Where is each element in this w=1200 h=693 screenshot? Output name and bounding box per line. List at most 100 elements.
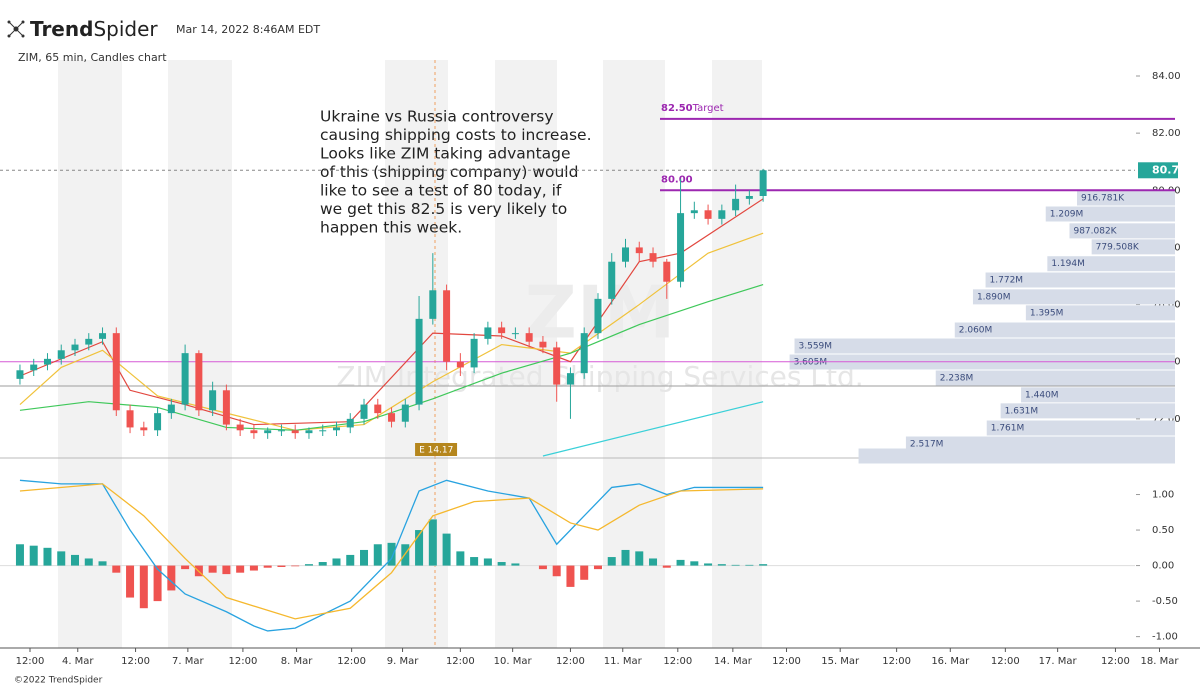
candle-body: [140, 427, 148, 431]
last-price-box: [1138, 162, 1178, 179]
volume-profile-bar: [986, 420, 1175, 436]
candle-body: [608, 261, 616, 299]
histogram-bar: [291, 565, 300, 567]
logo: TrendSpider: [30, 17, 158, 41]
last-price-label: 80.7: [1152, 163, 1179, 176]
candle-body: [718, 210, 726, 219]
volume-profile-label: 1.772M: [990, 276, 1024, 286]
x-tick-label: 14. Mar: [714, 656, 753, 667]
candle-body: [71, 344, 79, 351]
histogram-bar: [167, 565, 176, 591]
histogram-bar: [538, 565, 547, 570]
histogram-bar: [745, 564, 754, 566]
volume-profile-label: 2.517M: [910, 440, 944, 450]
candle-body: [635, 247, 643, 254]
histogram-bar: [29, 545, 38, 566]
annotation-line: causing shipping costs to increase.: [320, 126, 592, 144]
candle-body: [745, 196, 753, 199]
volume-profile-bar: [1000, 403, 1175, 419]
annotation-line: we get this 82.5 is very likely to: [320, 200, 567, 218]
volume-profile-label: 1.194M: [1051, 259, 1085, 269]
volume-profile-bar: [1091, 239, 1175, 255]
candle-body: [85, 338, 93, 345]
candle-body: [388, 413, 396, 422]
histogram-bar: [759, 564, 768, 566]
histogram-bar: [566, 565, 575, 587]
timestamp: Mar 14, 2022 8:46AM EDT: [176, 23, 320, 36]
level-value: 80.00: [661, 174, 693, 185]
candle-body: [360, 404, 368, 419]
candle-body: [649, 253, 657, 262]
x-tick-label: 11. Mar: [604, 656, 643, 667]
volume-profile-bar: [794, 338, 1175, 354]
volume-profile-bar: [972, 289, 1175, 305]
histogram-bar: [126, 565, 135, 598]
candle-body: [264, 430, 272, 434]
candle-body: [690, 210, 698, 214]
histogram-bar: [511, 563, 520, 566]
y-tick-label: 84.00: [1152, 71, 1181, 82]
histogram-bar: [360, 549, 369, 566]
candle-body: [277, 430, 285, 432]
y-tick-label: 76.00: [1152, 300, 1181, 311]
volume-profile-bar: [858, 448, 1175, 464]
histogram-bar: [580, 565, 589, 580]
histogram-bar: [442, 533, 451, 566]
volume-profile-label: 1.890M: [977, 292, 1011, 302]
histogram-bar: [456, 551, 465, 566]
candle-body: [594, 298, 602, 334]
candle-body: [112, 333, 120, 411]
footer: ©2022 TrendSpider: [14, 676, 103, 686]
candle-body: [443, 290, 451, 362]
x-tick-label: 8. Mar: [281, 656, 313, 667]
candle-body: [622, 247, 630, 262]
day-band: [712, 60, 762, 648]
day-bands: [58, 60, 762, 648]
candle-body: [401, 404, 409, 422]
candle-body: [580, 333, 588, 374]
volume-profile-bar: [1045, 206, 1175, 222]
y-tick-label: -0.50: [1152, 596, 1178, 607]
volume-profile-label: 987.082K: [1073, 226, 1117, 236]
watermark: ZIM Integrated Shipping Services Ltd.: [336, 360, 863, 393]
histogram-bar: [635, 551, 644, 566]
x-tick-label: 7. Mar: [172, 656, 204, 667]
candle-body: [415, 318, 423, 405]
histogram-bar: [690, 561, 699, 566]
candle-body: [498, 327, 506, 334]
x-tick-label: 15. Mar: [821, 656, 860, 667]
x-tick-label: 16. Mar: [931, 656, 970, 667]
day-band: [495, 60, 557, 648]
candle-body: [332, 427, 340, 431]
x-tick-label: 12:00: [1101, 656, 1130, 667]
candle-body: [759, 170, 767, 196]
candle-body: [429, 290, 437, 319]
histogram-bar: [153, 565, 162, 602]
volume-profile-bar: [954, 322, 1175, 338]
volume-profile-bar: [1069, 223, 1175, 239]
day-band: [58, 60, 122, 648]
candle-body: [374, 404, 382, 414]
x-tick-label: 12:00: [772, 656, 801, 667]
volume-profile-label: 1.761M: [991, 424, 1025, 434]
volume-profile-bar: [1076, 190, 1175, 206]
histogram-bar: [249, 565, 258, 571]
candle-body: [677, 213, 685, 282]
histogram-bar: [704, 563, 713, 566]
annotation-line: Looks like ZIM taking advantage: [320, 145, 571, 163]
level-value: 82.50: [661, 103, 693, 114]
candle-body: [30, 364, 38, 371]
y-tick-label: 1.00: [1152, 490, 1174, 501]
candle-body: [16, 370, 24, 379]
candle-body: [57, 350, 65, 359]
histogram-bar: [428, 519, 437, 566]
histogram-bar: [621, 549, 630, 566]
x-tick-label: 12:00: [882, 656, 911, 667]
histogram-bar: [57, 551, 66, 566]
x-tick-label: 12:00: [446, 656, 475, 667]
event-label: E 14.17: [419, 446, 453, 456]
histogram-bar: [483, 558, 492, 566]
volume-profile-label: 1.395M: [1030, 308, 1064, 318]
x-tick-label: 12:00: [228, 656, 257, 667]
